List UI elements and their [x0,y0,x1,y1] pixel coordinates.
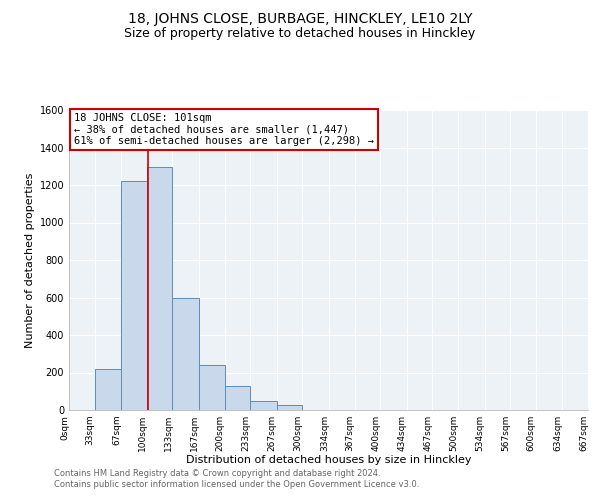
Bar [95,369,121,410]
Text: Size of property relative to detached houses in Hinckley: Size of property relative to detached ho… [124,28,476,40]
X-axis label: Distribution of detached houses by size in Hinckley: Distribution of detached houses by size … [186,456,471,466]
Text: Contains public sector information licensed under the Open Government Licence v3: Contains public sector information licen… [54,480,419,489]
Text: 18, JOHNS CLOSE, BURBAGE, HINCKLEY, LE10 2LY: 18, JOHNS CLOSE, BURBAGE, HINCKLEY, LE10… [128,12,472,26]
Bar [121,181,147,410]
Y-axis label: Number of detached properties: Number of detached properties [25,172,35,348]
Bar [147,167,172,410]
Bar [250,400,277,410]
Bar [277,406,302,410]
Text: Contains HM Land Registry data © Crown copyright and database right 2024.: Contains HM Land Registry data © Crown c… [54,468,380,477]
Bar [224,386,250,410]
Text: 18 JOHNS CLOSE: 101sqm
← 38% of detached houses are smaller (1,447)
61% of semi-: 18 JOHNS CLOSE: 101sqm ← 38% of detached… [74,113,374,146]
Bar [199,365,224,410]
Bar [172,298,199,410]
